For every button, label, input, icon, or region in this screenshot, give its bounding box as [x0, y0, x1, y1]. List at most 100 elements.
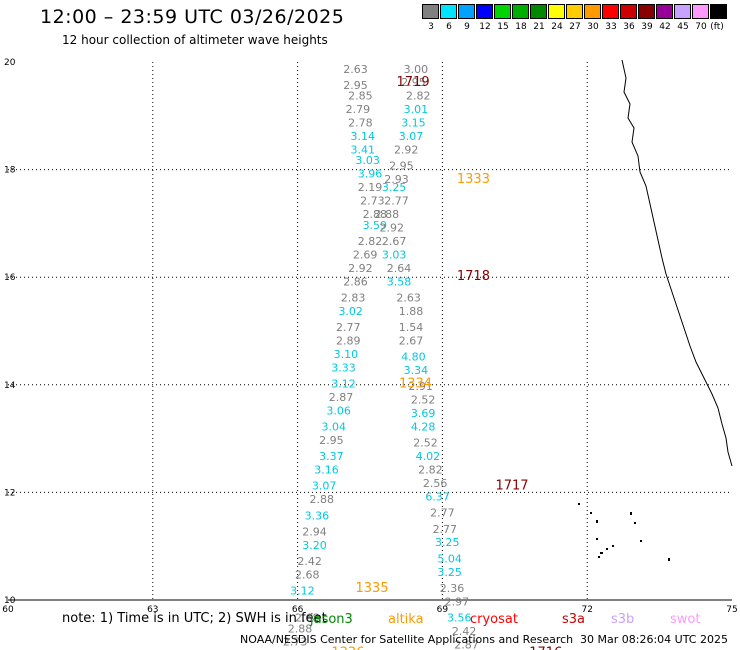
- lakshadweep-islands: [578, 503, 670, 561]
- footnote: note: 1) Time is in UTC; 2) SWH is in fe…: [62, 611, 327, 626]
- wave-height-value: 2.88: [363, 208, 388, 221]
- wave-height-value: 2.63: [343, 63, 368, 76]
- satellite-label: s3b: [611, 612, 635, 627]
- coastline: [578, 59, 733, 561]
- wave-height-value: 2.83: [341, 291, 366, 304]
- legend-label: 12: [479, 22, 491, 32]
- wave-height-value: 2.79: [346, 103, 371, 116]
- legend-label: 3: [428, 22, 434, 32]
- wave-height-value: 3.01: [404, 103, 429, 116]
- legend-label: 33: [605, 22, 617, 32]
- wave-height-value: 2.87: [329, 391, 354, 404]
- wave-height-value: 2.52: [411, 394, 436, 407]
- wave-height-value: 3.96: [358, 168, 383, 181]
- graticule: 60 63 66 69 72 75 10 12 14 16 18 20: [2, 58, 737, 615]
- wave-height-value: 1.88: [399, 305, 424, 318]
- lon-tick-label: 75: [726, 605, 737, 615]
- legend-label: 15: [497, 22, 509, 32]
- wave-height-value: 3.12: [290, 585, 315, 598]
- generated-timestamp: 30 Mar 08:26:04 UTC 2025: [580, 633, 728, 646]
- legend-unit: (ft): [710, 22, 724, 32]
- wave-height-value: 3.14: [351, 130, 376, 143]
- wave-height-value: 3.56: [447, 612, 472, 625]
- wave-height-value: 2.56: [423, 477, 448, 490]
- wave-height-value: 2.88: [375, 208, 400, 221]
- wave-height-value: 3.03: [382, 248, 407, 261]
- wave-height-value: 2.52: [413, 437, 438, 450]
- wave-height-value: 2.68: [295, 612, 320, 625]
- legend-swatch: [512, 4, 529, 19]
- legend-swatch: [566, 4, 583, 19]
- wave-height-value: 3.59: [363, 219, 388, 232]
- legend-swatch: [458, 4, 475, 19]
- wave-height-value: 3.15: [401, 117, 426, 130]
- legend-swatch: [710, 4, 727, 19]
- wave-height-value: 2.67: [382, 235, 407, 248]
- wave-height-value: 2.68: [295, 568, 320, 581]
- wave-height-value: 4.28: [411, 421, 436, 434]
- wave-height-value: 3.36: [305, 509, 330, 522]
- wave-height-value: 2.95: [389, 160, 414, 173]
- satellite-label: s3a: [562, 612, 586, 627]
- wave-height-value: 6.37: [425, 490, 450, 503]
- lat-tick-label: 16: [4, 273, 16, 283]
- wave-height-value: 2.94: [302, 525, 327, 538]
- legend-label: 70: [695, 22, 707, 32]
- wave-height-value: 3.04: [322, 421, 347, 434]
- wave-height-value: 3.10: [334, 348, 359, 361]
- legend-label: 39: [641, 22, 653, 32]
- pass-time-label: 1716: [529, 645, 562, 650]
- wave-height-value: 2.89: [336, 334, 361, 347]
- wave-height-value: 3.07: [312, 480, 337, 493]
- lon-tick-label: 63: [147, 605, 158, 615]
- wave-height-value: 2.95: [319, 434, 344, 447]
- wave-height-value: 2.77: [384, 195, 409, 208]
- wave-height-value: 3.25: [382, 181, 407, 194]
- wave-height-value: 2.87: [454, 638, 479, 650]
- pass-time-label: 1334: [399, 376, 432, 391]
- wave-height-value: 2.91: [408, 380, 433, 393]
- wave-height-value: 2.85: [348, 90, 373, 103]
- wave-height-value: 4.02: [416, 450, 441, 463]
- wave-height-value: 3.03: [355, 154, 380, 167]
- wave-height-value: 2.88: [288, 622, 313, 635]
- legend-label: 24: [551, 22, 563, 32]
- wave-height-value: 3.02: [338, 305, 363, 318]
- legend-swatch: [620, 4, 637, 19]
- pass-time-label: 1333: [457, 172, 490, 187]
- wave-height-value: 2.73: [360, 195, 385, 208]
- wave-height-value: 2.19: [358, 181, 383, 194]
- credit-text: NOAA/NESDIS Center for Satellite Applica…: [240, 633, 574, 646]
- wave-height-value: 2.73: [283, 636, 308, 649]
- legend-swatch: [476, 4, 493, 19]
- lon-tick-label: 72: [581, 605, 592, 615]
- wave-height-value: 2.92: [394, 143, 419, 156]
- wave-height-value: 2.69: [353, 248, 378, 261]
- satellite-label: altika: [388, 612, 424, 627]
- wave-height-value: 2.92: [379, 221, 404, 234]
- map-title: 12:00 – 23:59 UTC 03/26/2025: [40, 6, 345, 28]
- legend-label: 45: [677, 22, 689, 32]
- lon-tick-label: 69: [437, 605, 449, 615]
- lon-tick-label: 66: [292, 605, 304, 615]
- lat-tick-label: 12: [4, 488, 15, 498]
- wave-height-value: 1.54: [399, 321, 424, 334]
- wave-height-value: 3.41: [351, 143, 376, 156]
- lat-tick-label: 18: [4, 166, 16, 176]
- legend-swatch: [692, 4, 709, 19]
- lat-tick-label: 20: [4, 58, 16, 68]
- legend-label: 30: [587, 22, 599, 32]
- satellite-label: cryosat: [470, 612, 518, 627]
- wave-height-value: 5.04: [437, 552, 462, 565]
- legend-swatch: [548, 4, 565, 19]
- wave-height-value: 3.37: [319, 450, 344, 463]
- pass-time-label: 1335: [356, 581, 389, 596]
- wave-height-value: 2.42: [452, 625, 477, 638]
- wave-height-value: 3.34: [404, 364, 429, 377]
- wave-height-value: 2.97: [445, 595, 470, 608]
- wave-height-value: 2.93: [384, 173, 409, 186]
- wave-height-value: 3.25: [437, 566, 462, 579]
- wave-height-value: 3.25: [435, 536, 460, 549]
- pass-time-labels: 1719 1333 1718 1334 1717 1335 1336 1716: [331, 75, 562, 650]
- pass-time-label: 1718: [457, 269, 490, 284]
